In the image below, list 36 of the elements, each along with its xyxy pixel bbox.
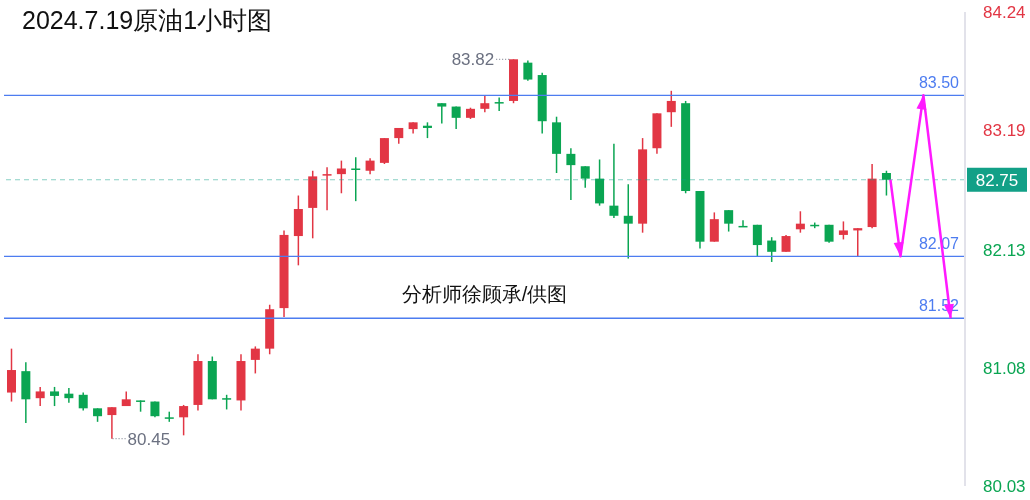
candlestick	[250, 345, 260, 375]
candlestick	[523, 59, 533, 82]
candlestick	[881, 170, 891, 197]
annotation: 83.82	[451, 50, 495, 70]
ref-line-label: 82.75	[975, 170, 1019, 190]
candlestick	[853, 227, 863, 258]
candlestick	[767, 236, 777, 263]
candlestick	[437, 102, 447, 125]
candlestick	[336, 159, 346, 195]
candlestick	[7, 347, 16, 403]
y-tick-label: 83.19	[983, 121, 1026, 141]
y-tick-label: 82.13	[983, 240, 1026, 260]
candlestick	[566, 147, 576, 201]
candlestick	[50, 386, 60, 407]
candlestick	[709, 211, 719, 243]
candlestick	[666, 90, 676, 128]
candlestick	[107, 406, 117, 440]
ref-line-label: 83.50	[918, 74, 960, 92]
candlestick	[623, 183, 633, 260]
y-tick-label: 84.24	[983, 3, 1026, 22]
candlestick	[35, 386, 45, 407]
candlestick	[78, 391, 88, 412]
y-tick-label: 80.03	[983, 477, 1026, 496]
candlestick	[838, 220, 848, 241]
candlestick	[322, 166, 332, 211]
candlestick	[351, 156, 361, 202]
candlestick	[609, 142, 619, 219]
candlestick	[179, 404, 189, 437]
candlestick	[724, 209, 734, 233]
chart-title: 2024.7.19原油1小时图	[22, 5, 273, 36]
candlestick	[580, 165, 590, 189]
annotation: 分析师徐顾承/供图	[401, 283, 568, 306]
candlestick	[752, 224, 762, 258]
annotation: 80.45	[127, 429, 171, 449]
candlestick	[494, 96, 504, 112]
y-tick-label: 81.08	[983, 358, 1026, 378]
